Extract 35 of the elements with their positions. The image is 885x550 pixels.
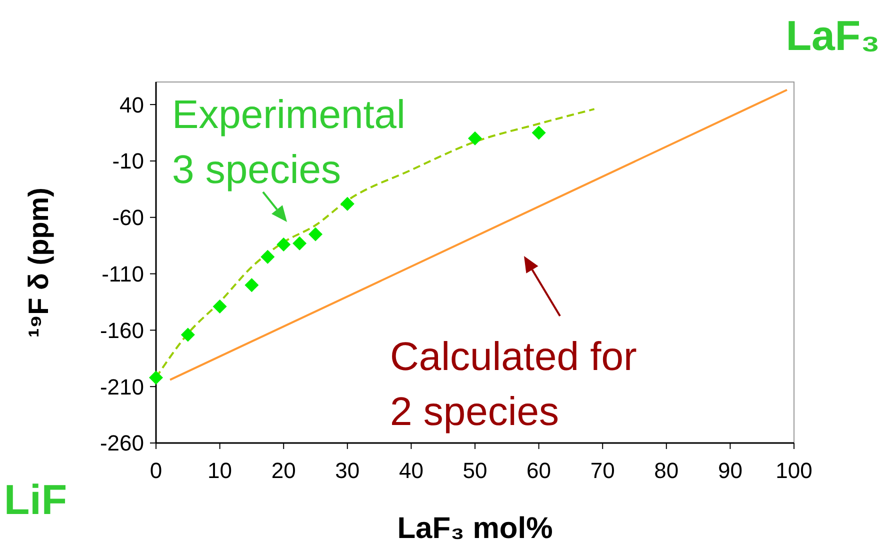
point bbox=[180, 328, 195, 342]
y-tick-label: -10 bbox=[112, 148, 144, 174]
point bbox=[244, 278, 259, 292]
point bbox=[276, 237, 291, 252]
point bbox=[340, 196, 354, 211]
y-tick-label: 40 bbox=[120, 92, 144, 118]
x-tick-label: 70 bbox=[590, 458, 615, 483]
point bbox=[532, 126, 546, 140]
point bbox=[308, 227, 322, 242]
y-tick-label: -110 bbox=[102, 261, 144, 286]
x-tick-label: 50 bbox=[462, 458, 488, 483]
text: LaF₃ bbox=[786, 12, 880, 59]
point bbox=[149, 370, 163, 385]
y-tick-label: -60 bbox=[112, 205, 144, 230]
y-tick-label: -260 bbox=[100, 430, 144, 456]
x-tick-label: 40 bbox=[398, 458, 424, 483]
x-tick-label: 90 bbox=[718, 458, 742, 483]
x-tick-label: 30 bbox=[335, 458, 360, 483]
point bbox=[292, 236, 307, 250]
annotation: Calculated for 2 species bbox=[390, 335, 637, 434]
y-axis-title: ¹⁹F δ (ppm) bbox=[23, 187, 54, 338]
text: LiF bbox=[4, 476, 67, 523]
annotation: Experimental 3 species bbox=[172, 93, 406, 192]
x-tick-label: 100 bbox=[776, 458, 812, 483]
point bbox=[468, 131, 482, 146]
x-tick-label: 0 bbox=[150, 458, 162, 483]
point bbox=[212, 299, 227, 314]
x-tick-label: 10 bbox=[208, 458, 232, 483]
y-tick-label: -160 bbox=[100, 318, 144, 343]
point bbox=[260, 250, 275, 264]
x-tick-label: 80 bbox=[654, 458, 679, 483]
y-tick-label: -210 bbox=[100, 374, 144, 400]
x-tick-label: 20 bbox=[271, 458, 296, 483]
x-axis-title: LaF₃ mol% bbox=[397, 512, 553, 545]
x-tick-label: 60 bbox=[526, 458, 552, 483]
